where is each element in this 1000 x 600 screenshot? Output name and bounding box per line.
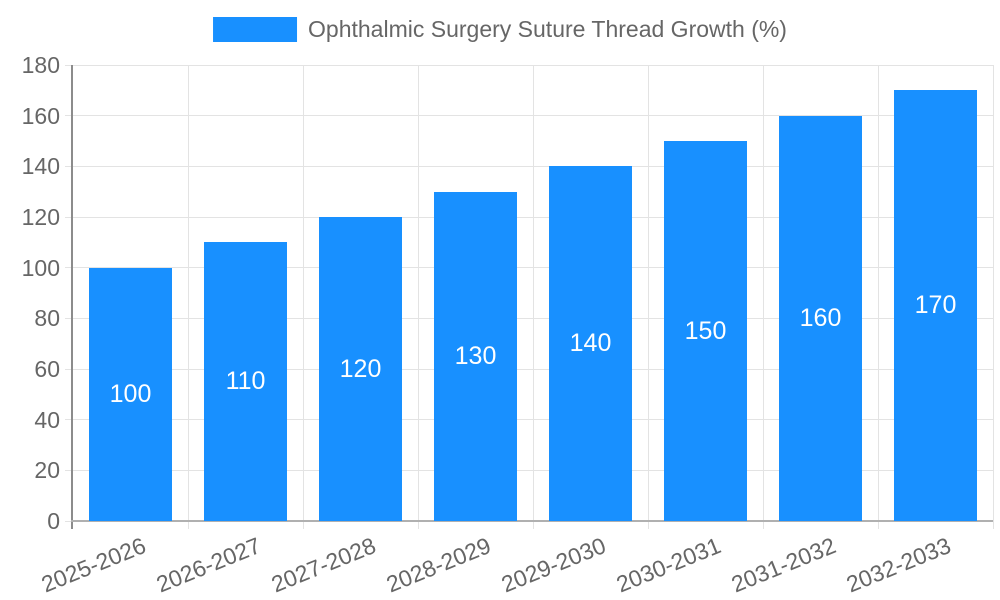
bar-value-label: 150 — [684, 316, 727, 345]
gridline-vertical — [302, 65, 304, 529]
bar-value-label: 120 — [339, 354, 382, 383]
y-tick-label: 180 — [21, 52, 60, 78]
bar-value-label: 170 — [914, 291, 957, 320]
y-axis-line — [71, 65, 73, 529]
bar[interactable]: 130 — [434, 191, 517, 521]
x-axis-line — [71, 520, 993, 522]
y-tick-label: 140 — [21, 153, 60, 180]
bar[interactable]: 150 — [664, 141, 747, 521]
y-tick-label: 120 — [21, 204, 60, 230]
gridline-horizontal — [65, 267, 993, 269]
y-tick-label: 20 — [34, 457, 60, 484]
legend-swatch — [213, 17, 298, 42]
gridline-vertical — [417, 65, 419, 529]
legend-label: Ophthalmic Surgery Suture Thread Growth … — [308, 16, 787, 42]
x-tick-label: 2030-2031 — [612, 532, 724, 598]
y-tick-label: 80 — [34, 305, 60, 332]
bar[interactable]: 170 — [894, 90, 977, 521]
gridline-vertical — [992, 65, 994, 529]
gridline-horizontal — [65, 469, 993, 471]
gridline-horizontal — [65, 216, 993, 218]
bar[interactable]: 120 — [319, 217, 402, 521]
y-tick-label: 60 — [34, 356, 60, 382]
y-tick-label: 40 — [34, 406, 60, 433]
gridline-horizontal — [65, 165, 993, 167]
bar-value-label: 100 — [109, 379, 152, 408]
y-tick-label: 160 — [21, 102, 60, 129]
x-tick-label: 2028-2029 — [382, 532, 494, 598]
gridline-vertical — [532, 65, 534, 529]
gridline-vertical — [187, 65, 189, 529]
x-tick-label: 2032-2033 — [842, 532, 954, 598]
bar[interactable]: 140 — [549, 166, 632, 521]
bar-value-label: 130 — [454, 341, 497, 370]
gridline-horizontal — [65, 317, 993, 319]
legend[interactable]: Ophthalmic Surgery Suture Thread Growth … — [213, 16, 787, 43]
x-tick-label: 2027-2028 — [267, 532, 379, 598]
gridline-horizontal — [65, 419, 993, 421]
y-tick-label: 100 — [21, 254, 60, 281]
gridline-vertical — [877, 65, 879, 529]
gridline-vertical — [762, 65, 764, 529]
bar-value-label: 160 — [799, 303, 842, 332]
gridline-horizontal — [65, 115, 993, 117]
gridline-horizontal — [65, 64, 993, 66]
x-tick-label: 2031-2032 — [727, 532, 839, 598]
gridline-horizontal — [65, 368, 993, 370]
gridline-vertical — [647, 65, 649, 529]
bar-value-label: 110 — [225, 367, 266, 396]
x-tick-label: 2026-2027 — [152, 532, 264, 598]
bar[interactable]: 110 — [204, 242, 287, 521]
y-tick-label: 0 — [47, 508, 60, 534]
x-tick-label: 2029-2030 — [497, 532, 609, 598]
x-tick-label: 2025-2026 — [37, 532, 149, 598]
bar-value-label: 140 — [569, 329, 612, 358]
bar[interactable]: 160 — [779, 115, 862, 521]
bar[interactable]: 100 — [89, 267, 172, 521]
